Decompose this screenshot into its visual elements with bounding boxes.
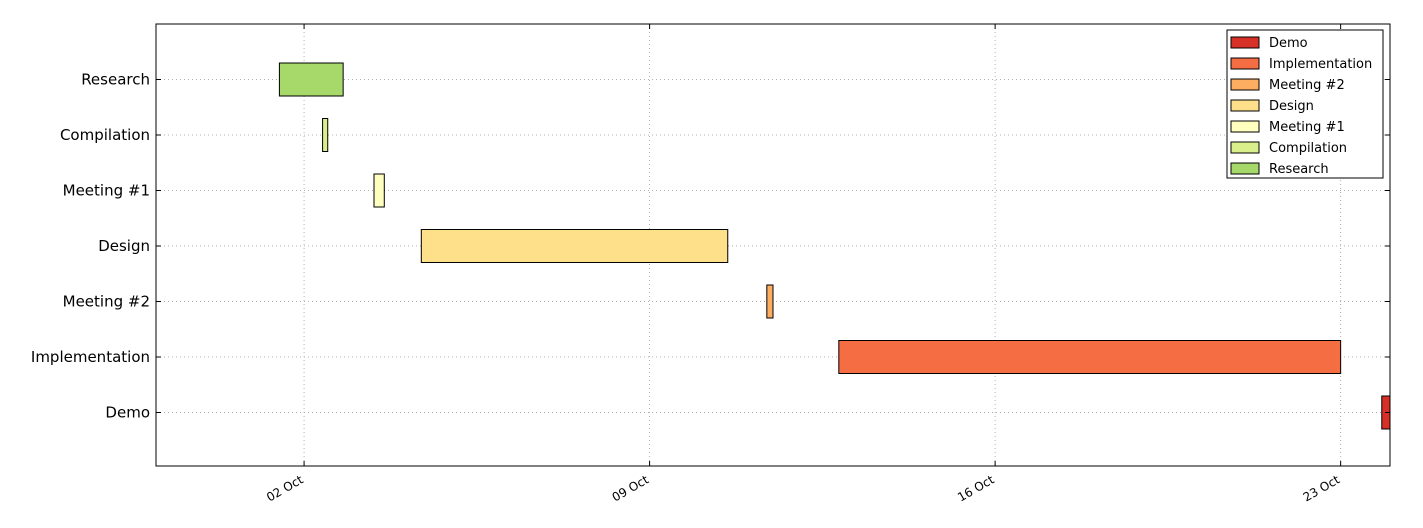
bar-research xyxy=(278,62,344,97)
bar-design xyxy=(420,229,729,263)
y-tick-labels: Research Compilation Meeting #1 Design Meeti… xyxy=(31,71,150,422)
legend-label-research: Research xyxy=(1269,162,1329,177)
x-label-23-oct: 23 Oct xyxy=(1301,472,1343,504)
bar-implementation xyxy=(838,340,1342,374)
legend-label-compilation: Compilation xyxy=(1269,141,1347,156)
plot-frame xyxy=(155,23,1391,467)
legend-label-design: Design xyxy=(1269,99,1314,114)
x-label-09-oct: 09 Oct xyxy=(610,472,652,504)
bar-meeting-1 xyxy=(373,173,385,208)
x-label-02-oct: 02 Oct xyxy=(264,472,306,504)
legend-swatch-demo xyxy=(1230,36,1260,49)
legend: Demo Implementation Meeting #2 Design Meetin… xyxy=(1226,29,1384,179)
legend-label-implementation: Implementation xyxy=(1269,57,1372,72)
y-label-design: Design xyxy=(98,237,150,255)
y-label-demo: Demo xyxy=(105,404,150,422)
legend-swatch-design xyxy=(1230,99,1260,112)
y-label-research: Research xyxy=(81,71,150,89)
y-label-compilation: Compilation xyxy=(60,126,150,144)
legend-swatch-meeting-1 xyxy=(1230,120,1260,133)
y-label-meeting-1: Meeting #1 xyxy=(63,182,150,200)
axis-ticks xyxy=(156,24,1390,466)
legend-label-meeting-1: Meeting #1 xyxy=(1269,120,1345,135)
x-label-16-oct: 16 Oct xyxy=(955,472,997,504)
legend-label-demo: Demo xyxy=(1269,36,1308,51)
legend-label-meeting-2: Meeting #2 xyxy=(1269,78,1345,93)
task-bars xyxy=(278,62,1391,430)
y-label-meeting-2: Meeting #2 xyxy=(63,293,150,311)
y-label-implementation: Implementation xyxy=(31,348,150,366)
legend-swatch-compilation xyxy=(1230,141,1260,154)
legend-swatch-implementation xyxy=(1230,57,1260,70)
legend-swatch-research xyxy=(1230,162,1260,175)
bar-compilation xyxy=(322,118,329,152)
x-tick-labels: 02 Oct 09 Oct 16 Oct 23 Oct xyxy=(264,472,1342,504)
bar-meeting-2 xyxy=(766,284,774,319)
legend-swatch-meeting-2 xyxy=(1230,78,1260,91)
